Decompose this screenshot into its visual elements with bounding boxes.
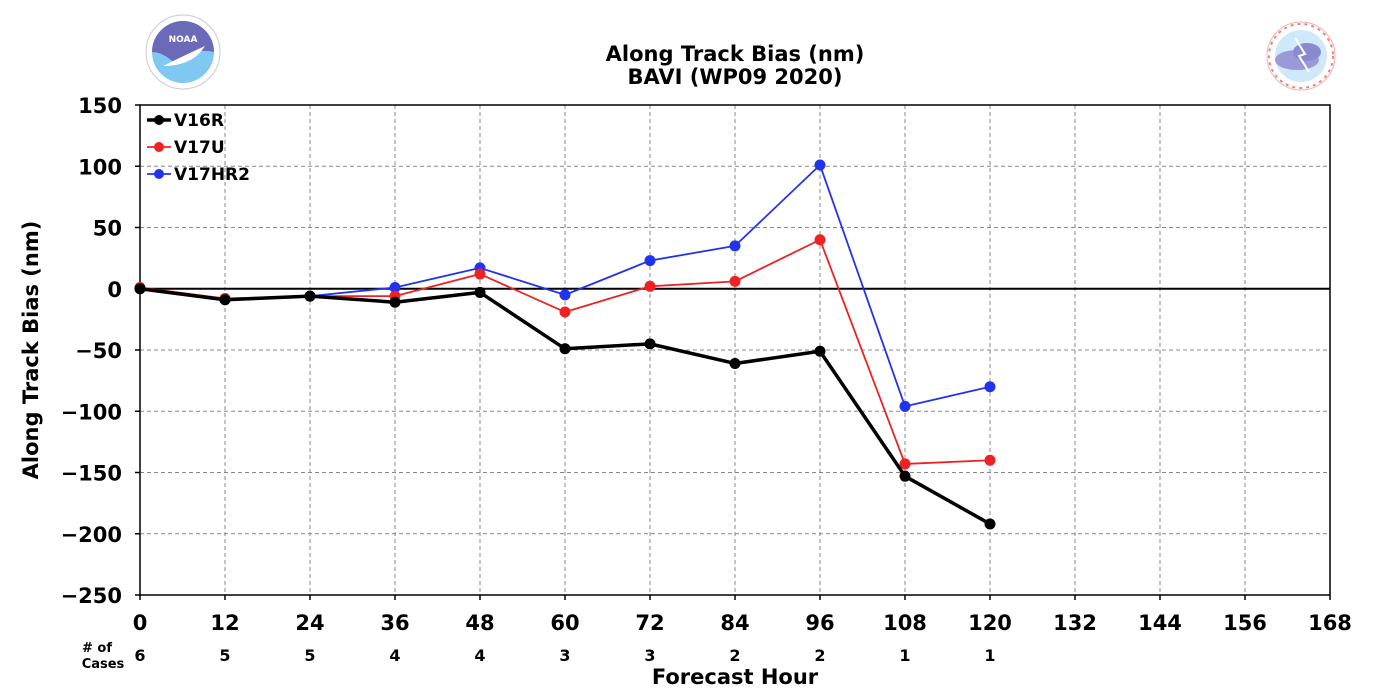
data-point-v17u [644, 280, 656, 292]
legend-item-v16r: V16R [147, 111, 224, 131]
x-tick-label: 132 [1053, 611, 1097, 635]
case-count: 5 [304, 646, 315, 665]
data-point-v17hr2 [559, 289, 571, 301]
y-tick-label: −150 [61, 462, 122, 486]
legend-marker [154, 169, 164, 179]
case-count: 3 [644, 646, 655, 665]
data-point-v16r [559, 343, 571, 355]
data-point-v16r [814, 345, 826, 357]
y-axis-label: Along Track Bias (nm) [19, 221, 43, 480]
svg-text:NOAA: NOAA [169, 35, 198, 45]
data-point-v17u [474, 268, 486, 280]
cases-label-line2: Cases [82, 657, 125, 672]
data-point-v17hr2 [899, 400, 911, 412]
x-tick-label: 108 [883, 611, 927, 635]
case-count: 3 [559, 646, 570, 665]
legend-marker [154, 115, 164, 125]
case-count: 4 [389, 646, 400, 665]
x-tick-label: 72 [635, 611, 664, 635]
y-tick-label: −50 [75, 339, 122, 363]
case-count: 1 [899, 646, 910, 665]
cases-label-line1: # of [82, 641, 112, 656]
legend-item-v17u: V17U [147, 138, 225, 158]
grid [140, 105, 1330, 595]
nws-logo [1266, 21, 1336, 91]
series-layer [134, 159, 996, 530]
data-point-v16r [389, 296, 401, 308]
data-point-v16r [899, 470, 911, 482]
data-point-v17hr2 [644, 255, 656, 267]
x-tick-label: 12 [210, 611, 239, 635]
legend-item-v17hr2: V17HR2 [147, 165, 250, 185]
data-point-v17hr2 [814, 159, 826, 171]
data-point-v16r [219, 294, 231, 306]
case-count: 1 [984, 646, 995, 665]
x-tick-label: 156 [1223, 611, 1267, 635]
y-tick-label: 100 [78, 155, 122, 179]
legend-marker [154, 142, 164, 152]
case-count: 5 [219, 646, 230, 665]
x-axis-label: Forecast Hour [652, 665, 819, 689]
legend-label: V17U [174, 138, 225, 158]
noaa-logo: NOAA [145, 14, 221, 90]
chart-subtitle: BAVI (WP09 2020) [628, 65, 843, 89]
legend-label: V17HR2 [174, 165, 250, 185]
tick-labels: 0 12 24 36 48 60 72 84 96 108 120 132 144 156 168 150 10… [61, 94, 1352, 635]
data-point-v16r [474, 286, 486, 298]
y-tick-label: −250 [61, 584, 122, 608]
x-tick-label: 96 [805, 611, 834, 635]
data-point-v17hr2 [389, 282, 401, 294]
x-tick-label: 24 [295, 611, 324, 635]
chart-title: Along Track Bias (nm) [606, 42, 865, 66]
data-point-v17hr2 [984, 381, 996, 393]
data-point-v17hr2 [729, 240, 741, 252]
data-point-v17u [899, 458, 911, 470]
x-tick-label: 48 [465, 611, 494, 635]
x-tick-label: 84 [720, 611, 749, 635]
x-tick-label: 120 [968, 611, 1012, 635]
case-count: 2 [814, 646, 825, 665]
x-tick-label: 60 [550, 611, 579, 635]
data-point-v16r [729, 357, 741, 369]
case-count: 2 [729, 646, 740, 665]
legend-label: V16R [174, 111, 224, 131]
case-count: 6 [134, 646, 145, 665]
data-point-v17u [729, 275, 741, 287]
x-tick-label: 0 [133, 611, 148, 635]
legend: V16R V17U V17HR2 [147, 111, 250, 185]
series-line-v17hr2 [139, 164, 991, 408]
x-tick-label: 168 [1308, 611, 1352, 635]
y-tick-label: 150 [78, 94, 122, 118]
y-tick-label: −200 [61, 523, 122, 547]
y-tick-label: 50 [93, 217, 122, 241]
case-count: 4 [474, 646, 485, 665]
cases-row: 6 5 5 4 4 3 3 2 2 1 1 [134, 646, 995, 665]
x-tick-label: 144 [1138, 611, 1182, 635]
data-point-v17u [559, 306, 571, 318]
data-point-v17u [984, 454, 996, 466]
x-tick-label: 36 [380, 611, 409, 635]
data-point-v16r [644, 338, 656, 350]
data-point-v16r [984, 518, 996, 530]
data-point-v16r [304, 290, 316, 302]
y-tick-label: 0 [107, 278, 122, 302]
data-point-v17u [814, 234, 826, 246]
y-tick-label: −100 [61, 400, 122, 424]
